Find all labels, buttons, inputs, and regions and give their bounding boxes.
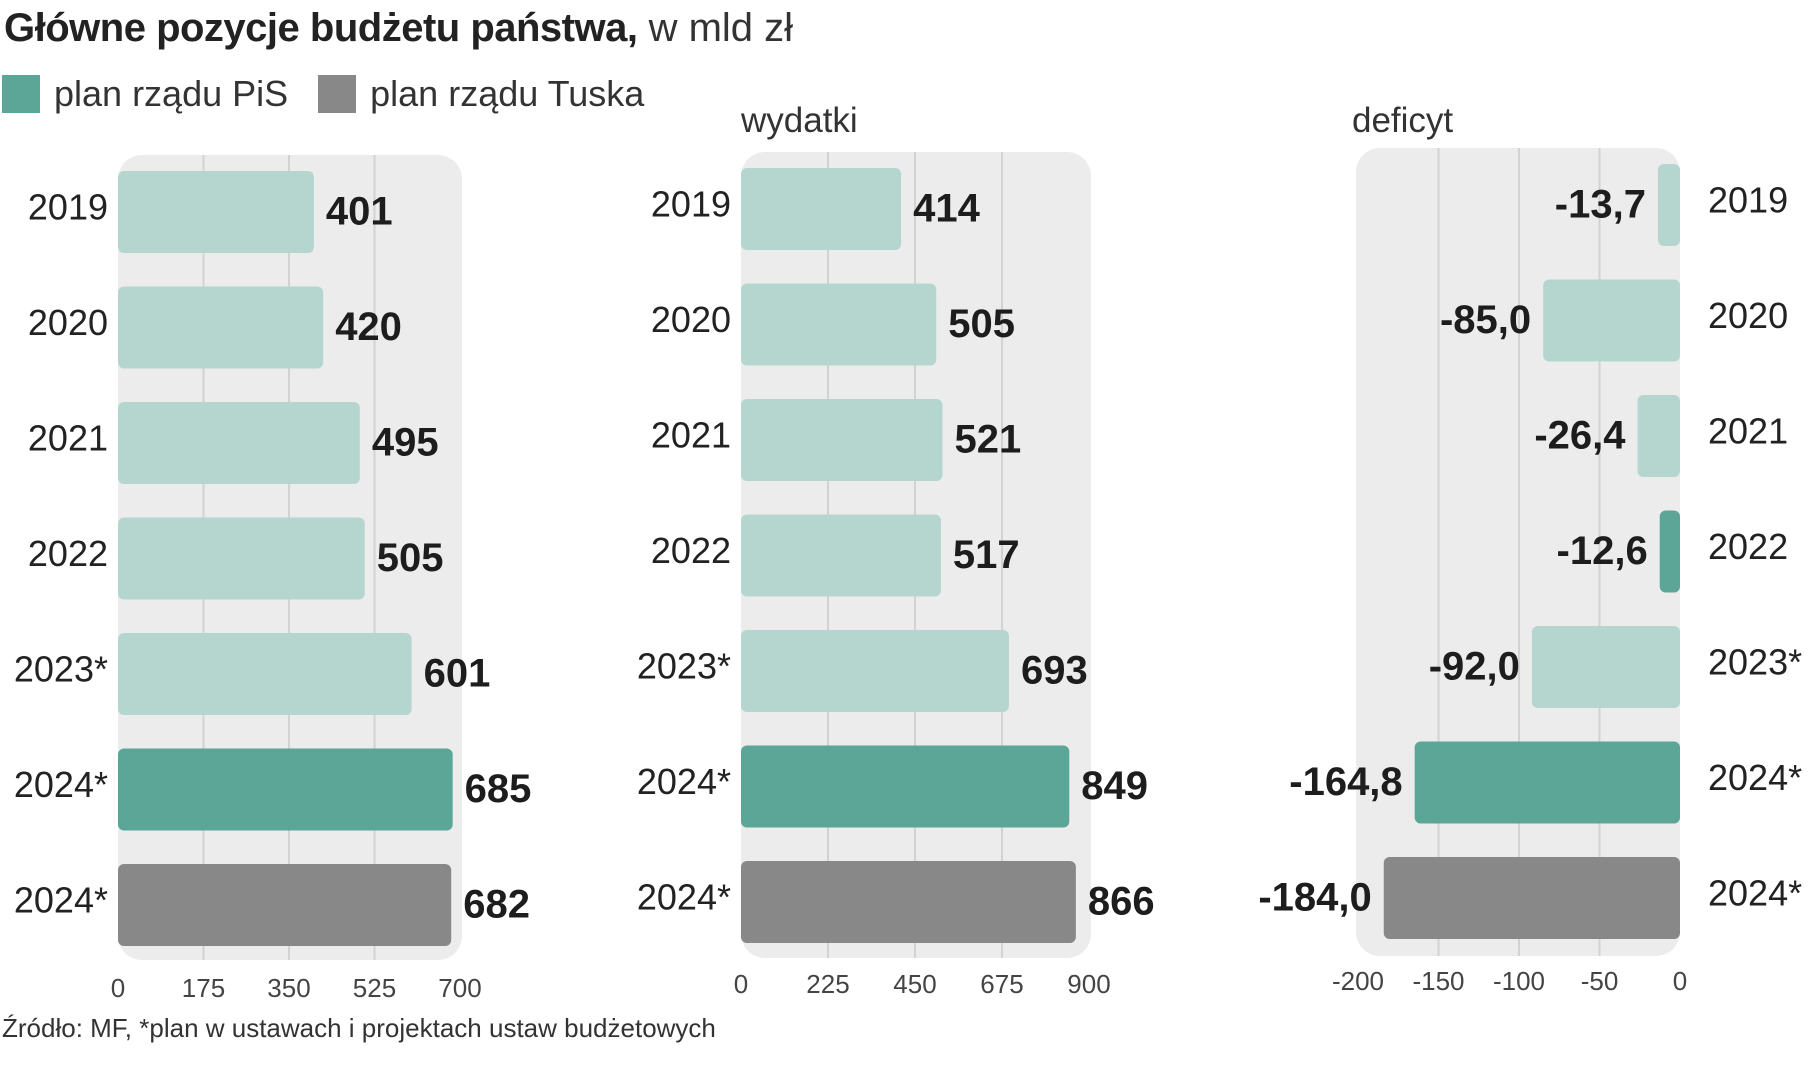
chart-0-bar — [118, 633, 412, 715]
chart-2-value-label: -85,0 — [1440, 298, 1531, 342]
legend-swatch-tusk — [318, 75, 357, 113]
chart-1-category-label: 2024* — [637, 877, 731, 918]
chart-0-value-label: 505 — [377, 536, 444, 580]
chart-2-bar — [1383, 857, 1680, 939]
chart-0-value-label: 685 — [465, 767, 532, 811]
chart-1-tick-label: 900 — [1067, 969, 1110, 999]
chart-1-bar — [741, 283, 937, 366]
chart-2-title: deficyt — [1352, 101, 1453, 140]
chart-0-value-label: 401 — [326, 190, 393, 234]
chart-0-bar — [118, 748, 453, 831]
chart-2-value-label: -13,7 — [1555, 183, 1646, 227]
chart-1-value-label: 414 — [913, 187, 980, 231]
chart-0-category-label: 2024* — [14, 880, 108, 921]
chart-2-tick-label: -150 — [1412, 966, 1464, 996]
chart-0-tick-label: 175 — [182, 973, 225, 1003]
legend-swatch-pis — [2, 75, 40, 113]
chart-1-category-label: 2024* — [637, 761, 731, 802]
chart-0-category-label: 2024* — [14, 764, 108, 805]
chart-0-category-label: 2022 — [28, 533, 108, 574]
chart-2-bar — [1543, 279, 1680, 362]
chart-0-category-label: 2020 — [28, 302, 108, 343]
chart-2-tick-label: 0 — [1673, 966, 1687, 996]
chart-2-bar — [1657, 164, 1680, 246]
chart-2-bar — [1414, 741, 1680, 824]
chart-1-tick-label: 675 — [980, 969, 1023, 999]
chart-2-bar — [1659, 510, 1680, 593]
chart-2-tick-label: -100 — [1493, 966, 1545, 996]
chart-2-category-label: 2023* — [1708, 642, 1802, 683]
legend-item-pis: plan rządu PiS — [2, 73, 288, 115]
chart-2-category-label: 2019 — [1708, 180, 1788, 221]
chart-2-tick-label: -200 — [1332, 966, 1384, 996]
chart-1-tick-label: 225 — [806, 969, 849, 999]
chart-1-bar — [741, 168, 902, 250]
legend-label-tusk: plan rządu Tuska — [370, 73, 645, 114]
chart-1-category-label: 2022 — [651, 530, 731, 571]
chart-0-tick-label: 525 — [353, 973, 396, 1003]
chart-2-bar — [1637, 395, 1680, 477]
chart-0-tick-label: 700 — [438, 973, 481, 1003]
chart-0-tick-label: 0 — [111, 973, 125, 1003]
chart-2-value-label: -184,0 — [1258, 876, 1371, 920]
legend-label-pis: plan rządu PiS — [54, 73, 289, 114]
chart-0-category-label: 2021 — [28, 418, 108, 459]
chart-2-category-label: 2024* — [1708, 873, 1802, 914]
chart-1-category-label: 2020 — [651, 299, 731, 340]
chart-2-category-label: 2024* — [1708, 757, 1802, 798]
title-main: Główne pozycje budżetu państwa, — [4, 6, 638, 50]
chart-0-tick-label: 350 — [267, 973, 310, 1003]
chart-1-value-label: 866 — [1088, 880, 1155, 924]
chart-0-value-label: 601 — [424, 652, 491, 696]
chart-1-value-label: 521 — [954, 418, 1021, 462]
chart-1-value-label: 849 — [1081, 764, 1148, 808]
chart-0-value-label: 682 — [463, 883, 530, 927]
chart-0-bar — [118, 864, 452, 946]
chart-1-tick-label: 450 — [893, 969, 936, 999]
chart-1-value-label: 505 — [948, 302, 1015, 346]
chart-2-category-label: 2022 — [1708, 526, 1788, 567]
chart-2-value-label: -92,0 — [1429, 645, 1520, 689]
chart-1-value-label: 517 — [953, 533, 1020, 577]
chart-0-bar — [118, 517, 365, 600]
chart-1-bar — [741, 399, 943, 481]
chart-1-category-label: 2019 — [651, 184, 731, 225]
chart-0-value-label: 495 — [372, 421, 439, 465]
chart-0-bar — [118, 171, 314, 253]
chart-1-bar — [741, 745, 1070, 828]
chart-title: Główne pozycje budżetu państwa, w mld zł — [4, 4, 793, 52]
chart-0-bar — [118, 402, 360, 484]
chart-0-value-label: 420 — [335, 305, 402, 349]
chart-1-category-label: 2021 — [651, 415, 731, 456]
chart-2-bar — [1531, 626, 1680, 708]
legend-item-tusk: plan rządu Tuska — [318, 73, 644, 115]
chart-2-category-label: 2020 — [1708, 295, 1788, 336]
chart-0-bar — [118, 286, 324, 369]
chart-1-value-label: 693 — [1021, 649, 1088, 693]
chart-2-tick-label: -50 — [1581, 966, 1619, 996]
legend: plan rządu PiS plan rządu Tuska — [2, 72, 644, 116]
chart-2-value-label: -12,6 — [1557, 529, 1648, 573]
source-note: Źródło: MF, *plan w ustawach i projektac… — [2, 1013, 716, 1043]
chart-0-category-label: 2019 — [28, 187, 108, 228]
chart-2-value-label: -164,8 — [1289, 760, 1402, 804]
title-unit: w mld zł — [648, 6, 794, 50]
chart-2-value-label: -26,4 — [1534, 414, 1626, 458]
chart-1-title: wydatki — [740, 101, 858, 140]
chart-2-category-label: 2021 — [1708, 411, 1788, 452]
chart-1-bar — [741, 514, 941, 597]
chart-1-tick-label: 0 — [734, 969, 748, 999]
chart-1-category-label: 2023* — [637, 646, 731, 687]
chart-1-bar — [741, 630, 1009, 712]
chart-1-bar — [741, 861, 1076, 943]
chart-0-category-label: 2023* — [14, 649, 108, 690]
